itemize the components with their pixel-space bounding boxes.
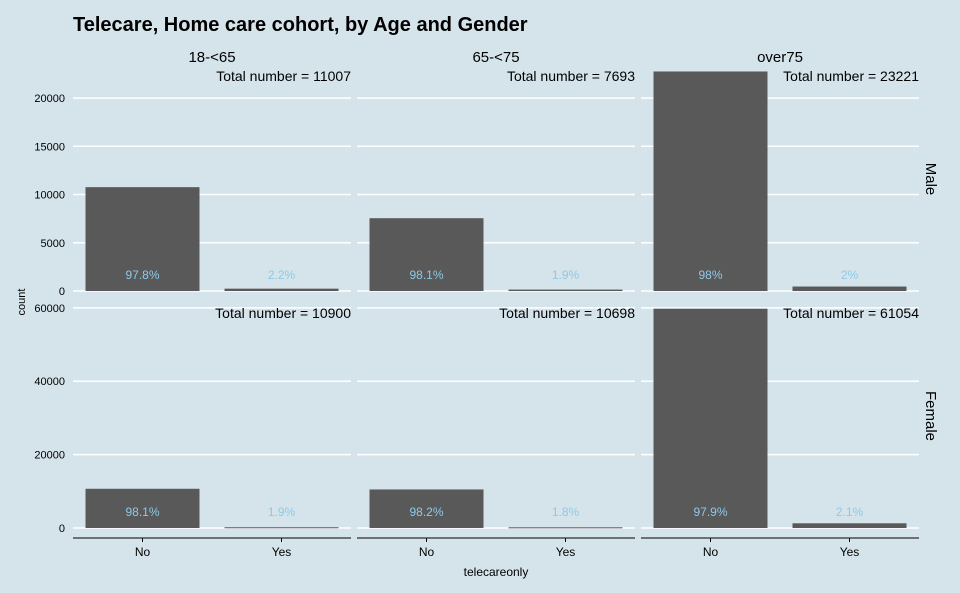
bar-percent-label: 2%: [841, 268, 859, 282]
facet-row-label: Male: [922, 163, 939, 196]
bar: [792, 286, 907, 291]
panel-total-label: Total number = 61054: [783, 305, 919, 321]
chart-title: Telecare, Home care cohort, by Age and G…: [73, 14, 528, 36]
bar: [508, 527, 623, 529]
y-tick-label: 20000: [34, 450, 65, 462]
bar-percent-label: 98.1%: [125, 505, 159, 519]
y-tick-label: 10000: [34, 190, 65, 202]
x-axis-label: telecareonly: [464, 565, 529, 579]
y-axis-label: count: [16, 289, 28, 316]
bar-percent-label: 2.1%: [836, 505, 864, 519]
facet-row-label: Female: [922, 391, 939, 441]
bar: [85, 488, 200, 528]
y-tick-label: 5000: [41, 238, 65, 250]
bar-percent-label: 98%: [698, 268, 722, 282]
panel-total-label: Total number = 11007: [216, 68, 351, 84]
y-tick-label: 20000: [34, 93, 65, 105]
bar: [792, 523, 907, 528]
x-tick-label: Yes: [556, 545, 576, 559]
y-tick-label: 40000: [34, 376, 65, 388]
y-tick-label: 0: [59, 286, 65, 298]
x-tick-label: No: [703, 545, 719, 559]
y-tick-label: 60000: [34, 303, 65, 315]
panel-total-label: Total number = 10698: [499, 305, 635, 321]
y-tick-label: 15000: [34, 141, 65, 153]
bar: [369, 489, 484, 528]
x-tick-label: No: [135, 545, 151, 559]
x-tick-label: No: [419, 545, 435, 559]
panel-total-label: Total number = 23221: [783, 68, 919, 84]
bar-percent-label: 98.1%: [409, 268, 443, 282]
bar: [508, 289, 623, 291]
facet-column-label: 18-<65: [188, 49, 235, 66]
facet-column-label: over75: [757, 49, 803, 66]
bar-percent-label: 97.8%: [125, 268, 159, 282]
bar-percent-label: 2.2%: [268, 268, 296, 282]
bar: [224, 288, 339, 291]
bar: [369, 218, 484, 291]
panel-total-label: Total number = 7693: [507, 68, 635, 84]
facet-column-label: 65-<75: [472, 49, 519, 66]
bar: [653, 71, 768, 291]
bar-percent-label: 97.9%: [693, 505, 727, 519]
bar: [653, 308, 768, 528]
bar-percent-label: 1.9%: [552, 268, 580, 282]
bar-percent-label: 98.2%: [409, 505, 443, 519]
y-tick-label: 0: [59, 523, 65, 535]
x-tick-label: Yes: [840, 545, 860, 559]
x-tick-label: Yes: [272, 545, 292, 559]
bar: [224, 527, 339, 529]
bar-percent-label: 1.9%: [268, 505, 296, 519]
bar-percent-label: 1.8%: [552, 505, 580, 519]
bar: [85, 187, 200, 291]
panel-total-label: Total number = 10900: [215, 305, 351, 321]
